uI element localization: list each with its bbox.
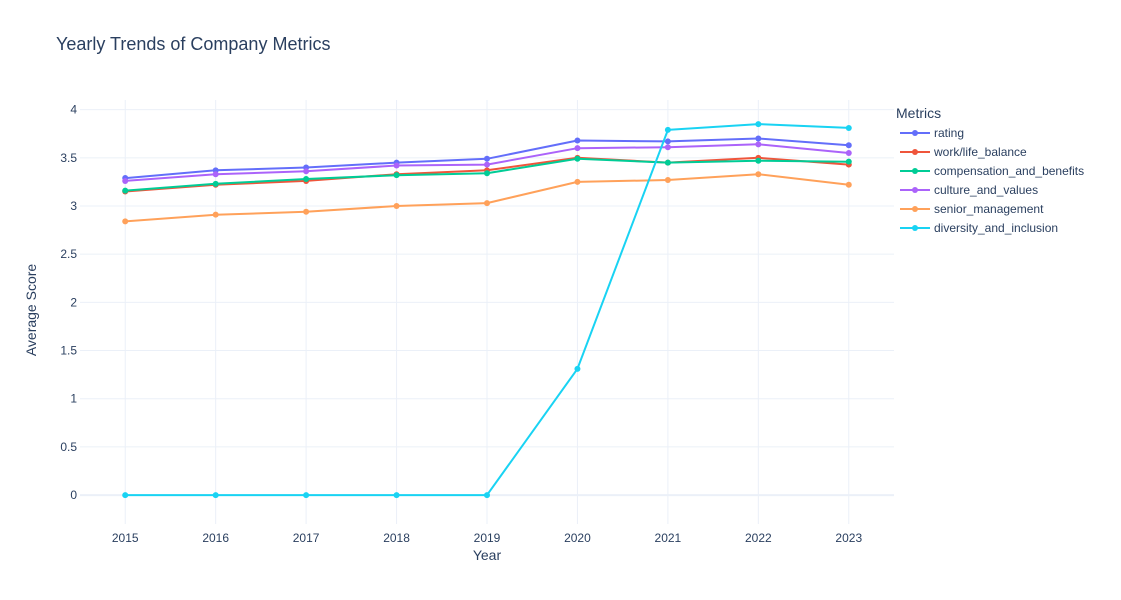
y-tick-label: 0 — [70, 488, 77, 502]
legend-item[interactable]: diversity_and_inclusion — [900, 221, 1058, 235]
legend-label: culture_and_values — [934, 183, 1038, 197]
data-point — [664, 159, 671, 166]
data-point — [664, 176, 671, 183]
x-axis-title: Year — [473, 547, 502, 563]
data-point — [845, 181, 852, 188]
data-point — [574, 178, 581, 185]
data-point — [574, 155, 581, 162]
data-point — [755, 135, 762, 142]
y-axis-title: Average Score — [23, 264, 39, 357]
series-group — [122, 121, 852, 499]
legend-label: rating — [934, 126, 964, 140]
data-point — [484, 155, 490, 162]
data-point — [845, 142, 852, 149]
data-point — [574, 365, 581, 372]
data-point — [393, 492, 400, 499]
x-tick-label: 2018 — [383, 531, 410, 545]
legend-marker — [912, 187, 918, 193]
data-point — [393, 203, 400, 209]
data-point — [755, 121, 762, 128]
legend-item[interactable]: compensation_and_benefits — [900, 164, 1084, 178]
data-point — [122, 187, 129, 194]
legend-marker — [912, 168, 918, 174]
data-point — [393, 172, 400, 179]
legend-item[interactable]: culture_and_values — [900, 183, 1038, 197]
data-point — [664, 126, 671, 133]
legend-marker — [912, 149, 918, 155]
series-3 — [122, 141, 852, 184]
y-tick-label: 4 — [70, 103, 77, 117]
data-point — [755, 171, 762, 178]
x-tick-label: 2021 — [655, 531, 682, 545]
legend-item[interactable]: rating — [900, 126, 964, 140]
data-point — [484, 161, 490, 168]
x-tick-label: 2019 — [474, 531, 501, 545]
y-tick-label: 0.5 — [60, 440, 77, 454]
y-axis-ticks: 0 0.5 1 1.5 2 2.5 3 3.5 4 — [60, 103, 77, 502]
data-point — [303, 492, 310, 499]
x-tick-label: 2023 — [835, 531, 862, 545]
data-point — [664, 138, 671, 145]
legend-item[interactable]: senior_management — [900, 202, 1044, 216]
data-point — [845, 150, 852, 156]
data-point — [574, 145, 581, 152]
x-tick-label: 2017 — [293, 531, 320, 545]
data-point — [303, 176, 310, 183]
legend-marker — [912, 206, 918, 212]
data-point — [845, 158, 852, 165]
data-point — [664, 144, 671, 151]
y-tick-label: 3 — [70, 199, 77, 213]
x-tick-label: 2015 — [112, 531, 139, 545]
legend-label: compensation_and_benefits — [934, 164, 1084, 178]
data-point — [122, 177, 129, 184]
data-point — [755, 157, 762, 164]
legend-items[interactable]: rating work/life_balance compensation_and_… — [900, 126, 1084, 235]
data-point — [122, 218, 129, 225]
data-point — [212, 492, 219, 499]
y-tick-label: 1.5 — [60, 344, 77, 358]
data-point — [484, 170, 490, 177]
x-tick-label: 2020 — [564, 531, 591, 545]
legend-title: Metrics — [896, 105, 941, 121]
data-point — [303, 168, 310, 175]
data-point — [574, 137, 581, 144]
legend-label: diversity_and_inclusion — [934, 221, 1058, 235]
y-tick-label: 3.5 — [60, 151, 77, 165]
legend-item[interactable]: work/life_balance — [900, 145, 1027, 159]
series-5 — [122, 121, 852, 499]
data-point — [212, 211, 219, 218]
legend-marker — [912, 130, 918, 136]
y-tick-label: 2 — [70, 295, 77, 309]
legend[interactable]: Metrics rating work/life_balance compensat… — [896, 105, 1084, 235]
data-point — [484, 200, 490, 207]
data-point — [122, 492, 129, 499]
legend-label: work/life_balance — [933, 145, 1027, 159]
y-tick-label: 1 — [70, 392, 77, 406]
data-point — [303, 208, 310, 215]
legend-label: senior_management — [934, 202, 1044, 216]
chart-title: Yearly Trends of Company Metrics — [56, 34, 330, 54]
x-axis-ticks: 2015 2016 2017 2018 2019 2020 2021 2022 2023 — [112, 531, 863, 545]
y-tick-label: 2.5 — [60, 247, 77, 261]
data-point — [393, 162, 400, 169]
x-tick-label: 2022 — [745, 531, 772, 545]
data-point — [755, 141, 762, 148]
series-4 — [122, 171, 852, 225]
data-point — [212, 171, 219, 178]
data-point — [484, 492, 490, 499]
series-2 — [122, 155, 852, 194]
data-point — [212, 180, 219, 187]
data-point — [845, 124, 852, 131]
x-tick-label: 2016 — [202, 531, 229, 545]
legend-marker — [912, 225, 918, 231]
